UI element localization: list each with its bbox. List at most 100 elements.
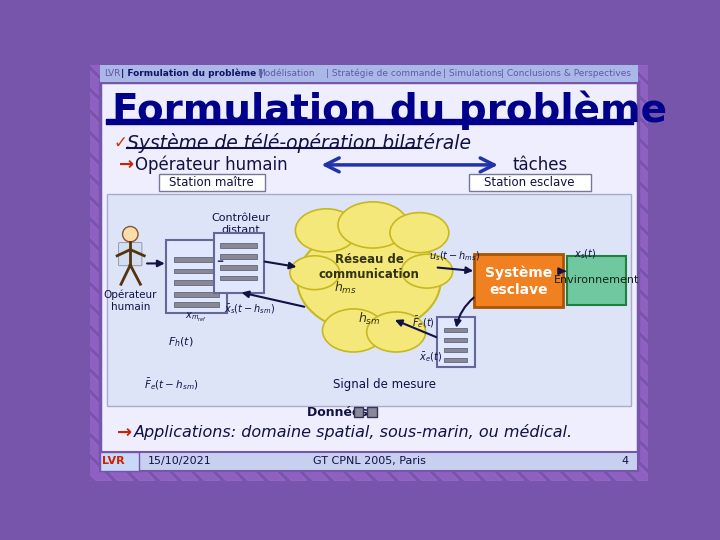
Text: Opérateur
humain: Opérateur humain [104, 289, 157, 312]
Polygon shape [47, 65, 481, 481]
Text: Environnement: Environnement [554, 275, 639, 286]
Polygon shape [112, 65, 546, 481]
Text: $F_h(t)$: $F_h(t)$ [168, 335, 193, 349]
Text: Station maître: Station maître [169, 176, 254, 189]
Text: Signal de mesure: Signal de mesure [333, 378, 436, 391]
Polygon shape [415, 65, 720, 481]
Text: $h_{ms}$: $h_{ms}$ [334, 280, 357, 296]
FancyBboxPatch shape [220, 244, 258, 248]
Text: Formulation du problème: Formulation du problème [112, 90, 667, 130]
Text: $h_{sm}$: $h_{sm}$ [358, 311, 380, 327]
Text: | Conclusions & Perspectives: | Conclusions & Perspectives [500, 69, 631, 78]
Text: 4: 4 [621, 456, 629, 467]
Text: Applications: domaine spatial, sous-marin, ou médical.: Applications: domaine spatial, sous-mari… [133, 423, 572, 440]
FancyBboxPatch shape [567, 256, 626, 305]
FancyBboxPatch shape [367, 407, 377, 417]
Text: LVR: LVR [104, 69, 120, 78]
Text: $x_s(t)$: $x_s(t)$ [575, 247, 597, 261]
FancyBboxPatch shape [174, 280, 219, 285]
Text: Station esclave: Station esclave [484, 176, 575, 189]
Text: tâches: tâches [513, 156, 567, 174]
Polygon shape [0, 65, 177, 481]
FancyBboxPatch shape [437, 318, 475, 367]
Text: Réseau de
communication: Réseau de communication [318, 253, 420, 281]
Polygon shape [546, 65, 720, 481]
Polygon shape [133, 65, 567, 481]
Text: | Simulations: | Simulations [443, 69, 502, 78]
Polygon shape [285, 65, 719, 481]
Text: | Formulation du problème |: | Formulation du problème | [121, 69, 263, 78]
Polygon shape [0, 65, 351, 481]
FancyBboxPatch shape [159, 174, 265, 191]
Text: $\bar{x}_s(t-h_{sm})$: $\bar{x}_s(t-h_{sm})$ [224, 303, 275, 316]
Polygon shape [611, 65, 720, 481]
Text: Contrôleur
distant: Contrôleur distant [212, 213, 271, 235]
Polygon shape [0, 65, 220, 481]
Polygon shape [0, 65, 199, 481]
Polygon shape [329, 65, 720, 481]
Polygon shape [0, 65, 329, 481]
FancyBboxPatch shape [174, 302, 219, 307]
Ellipse shape [402, 254, 453, 288]
Polygon shape [481, 65, 720, 481]
Text: 15/10/2021: 15/10/2021 [148, 456, 212, 467]
Polygon shape [68, 65, 503, 481]
Polygon shape [264, 65, 698, 481]
Polygon shape [351, 65, 720, 481]
Polygon shape [0, 65, 133, 481]
Polygon shape [0, 65, 90, 481]
Polygon shape [0, 65, 307, 481]
Polygon shape [503, 65, 720, 481]
FancyBboxPatch shape [220, 276, 258, 280]
Polygon shape [3, 65, 437, 481]
Polygon shape [0, 65, 155, 481]
FancyBboxPatch shape [166, 240, 228, 313]
Text: $\bar{x}_e(t)$: $\bar{x}_e(t)$ [419, 350, 443, 364]
Text: Données :: Données : [307, 406, 377, 420]
Text: | Stratégie de commande: | Stratégie de commande [326, 69, 442, 78]
Polygon shape [524, 65, 720, 481]
Text: Opérateur humain: Opérateur humain [135, 156, 287, 174]
FancyBboxPatch shape [444, 358, 467, 362]
Text: $\bar{F}_e(t-h_{sm})$: $\bar{F}_e(t-h_{sm})$ [144, 376, 199, 392]
Polygon shape [632, 65, 720, 481]
FancyArrowPatch shape [325, 158, 494, 172]
Polygon shape [589, 65, 720, 481]
Polygon shape [394, 65, 720, 481]
Polygon shape [0, 65, 112, 481]
FancyBboxPatch shape [444, 338, 467, 342]
FancyBboxPatch shape [354, 407, 363, 417]
Polygon shape [242, 65, 676, 481]
FancyBboxPatch shape [100, 452, 139, 470]
Ellipse shape [366, 312, 426, 352]
Polygon shape [0, 65, 242, 481]
Polygon shape [155, 65, 589, 481]
Polygon shape [220, 65, 654, 481]
Text: ✓: ✓ [113, 134, 127, 152]
Text: GT CPNL 2005, Paris: GT CPNL 2005, Paris [312, 456, 426, 467]
FancyBboxPatch shape [107, 194, 631, 406]
Polygon shape [25, 65, 459, 481]
Ellipse shape [290, 256, 340, 289]
Text: Système
esclave: Système esclave [485, 266, 552, 296]
Ellipse shape [323, 309, 384, 352]
Polygon shape [0, 65, 415, 481]
Text: →: → [117, 423, 132, 442]
FancyBboxPatch shape [214, 233, 264, 294]
Polygon shape [90, 65, 524, 481]
Text: →: → [120, 156, 135, 174]
Polygon shape [0, 65, 372, 481]
Polygon shape [177, 65, 611, 481]
Text: LVR: LVR [102, 456, 125, 467]
Polygon shape [0, 65, 394, 481]
Polygon shape [459, 65, 720, 481]
Polygon shape [199, 65, 632, 481]
FancyBboxPatch shape [174, 292, 219, 296]
Polygon shape [0, 65, 264, 481]
Text: $x_{m_{ref}}$: $x_{m_{ref}}$ [185, 311, 207, 324]
Text: $\bar{F}_e(t)$: $\bar{F}_e(t)$ [412, 315, 435, 330]
FancyBboxPatch shape [100, 82, 638, 457]
Ellipse shape [297, 228, 441, 333]
Polygon shape [307, 65, 720, 481]
Polygon shape [567, 65, 720, 481]
